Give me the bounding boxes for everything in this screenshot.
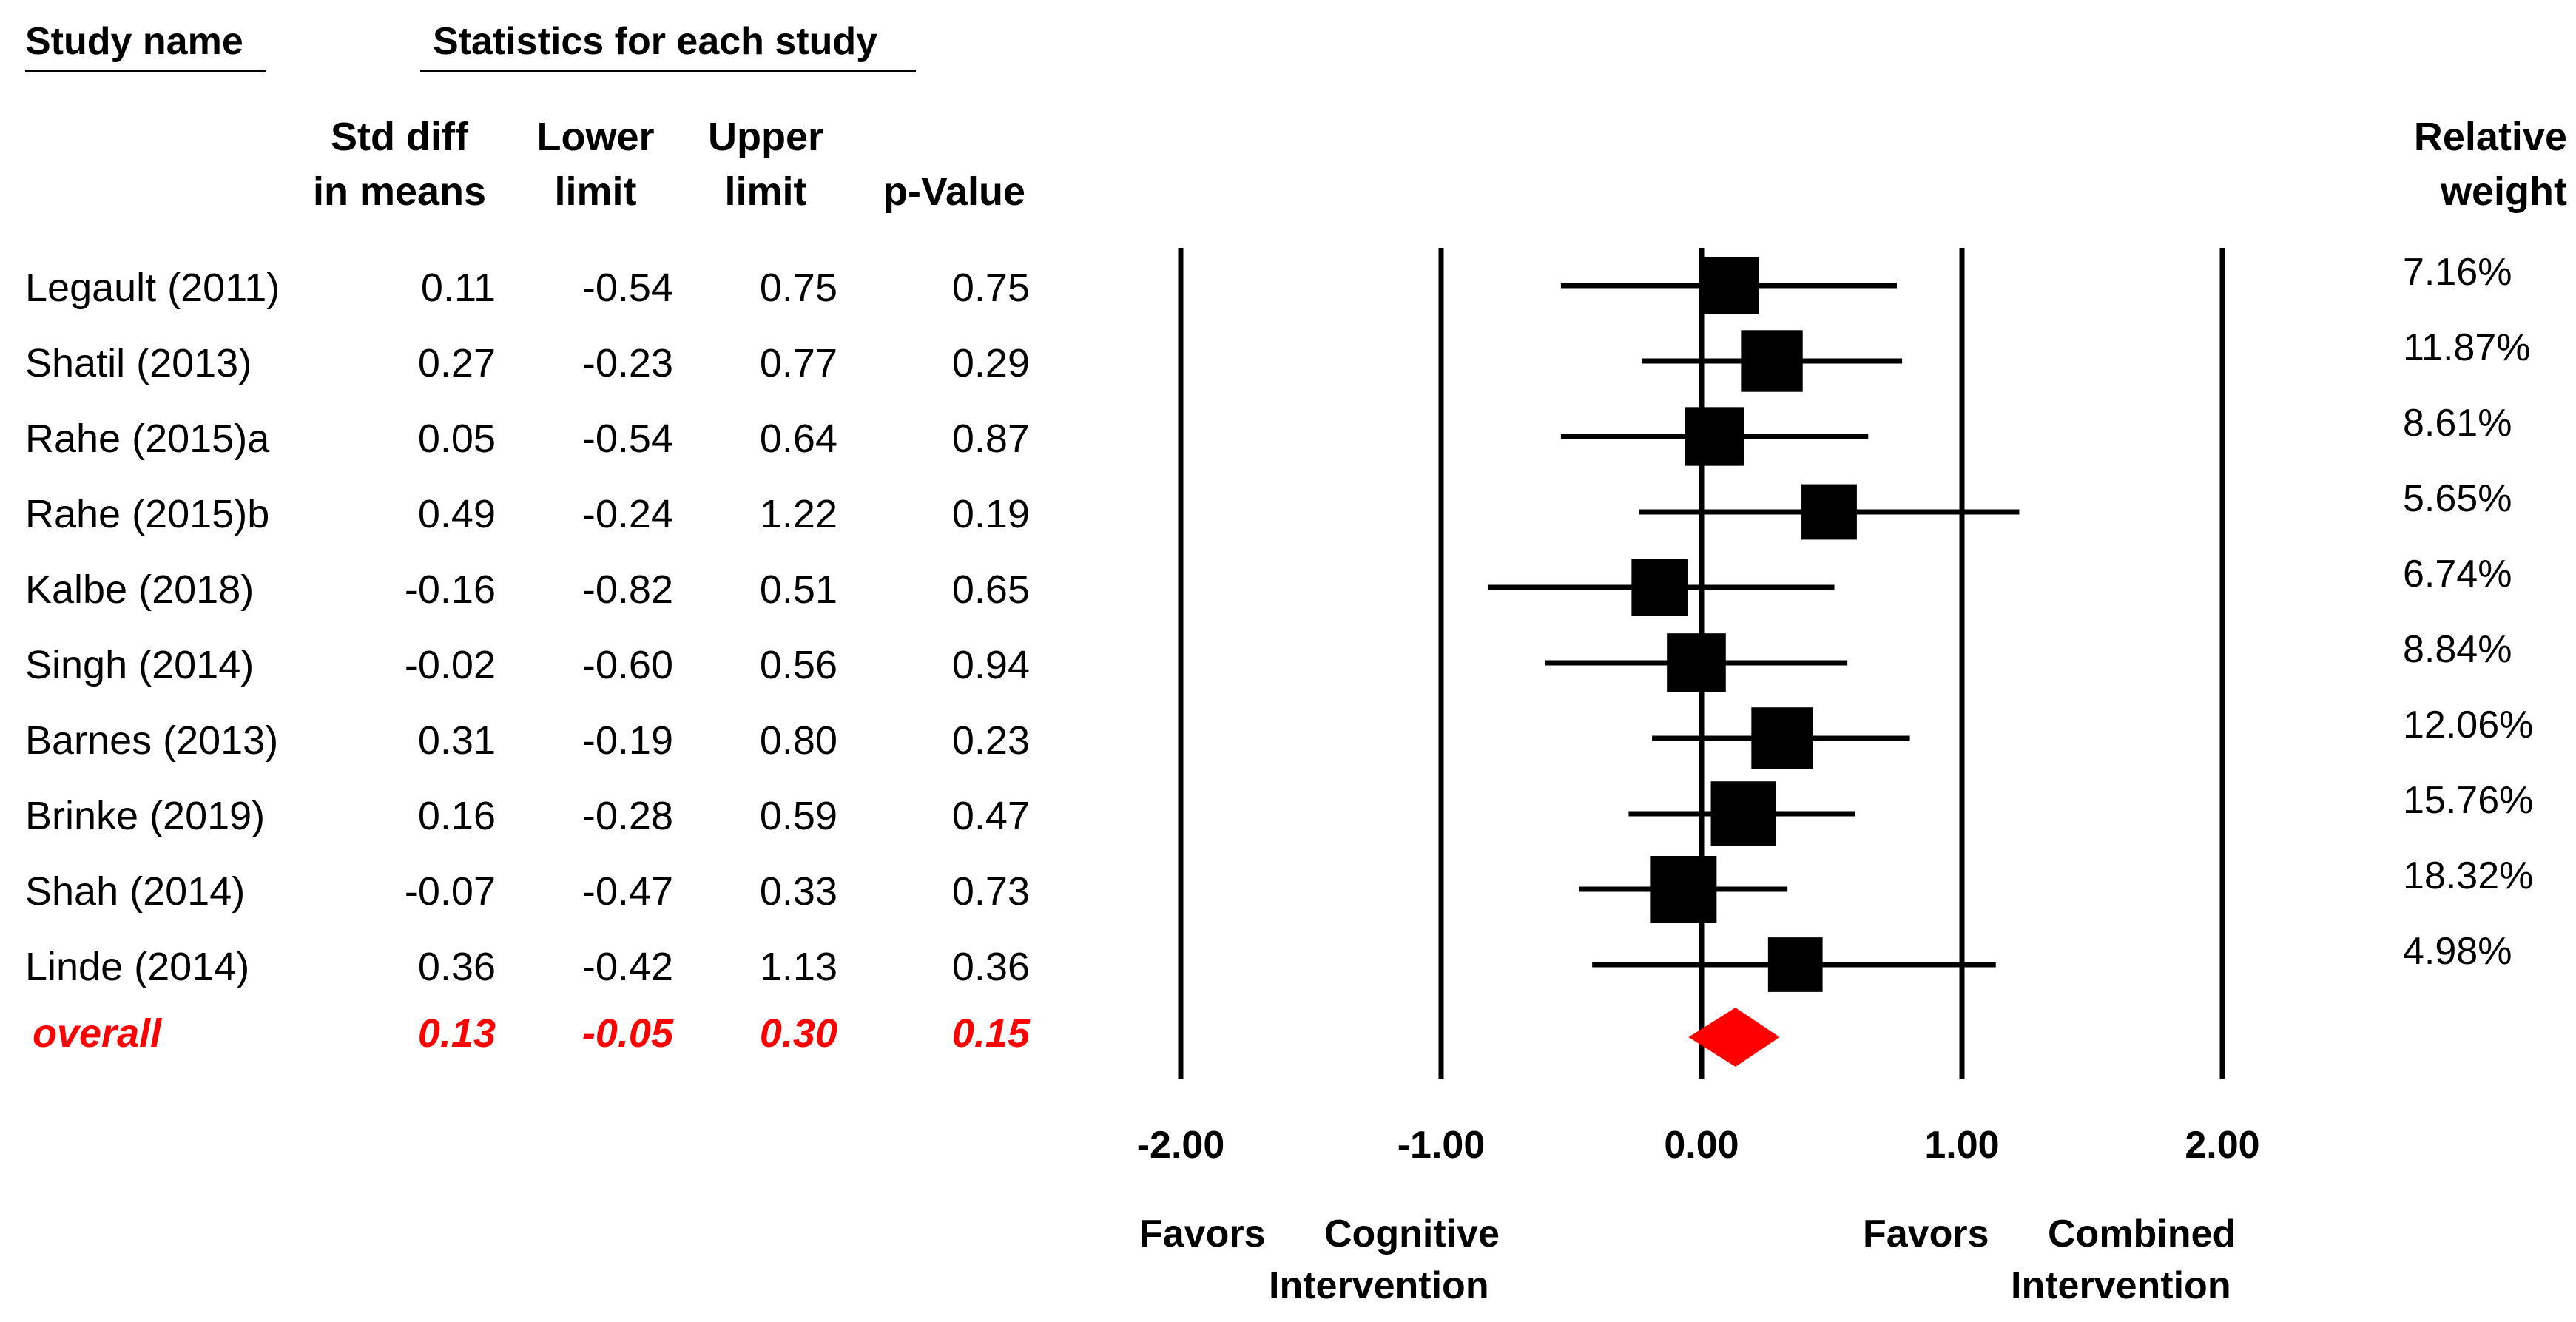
stat-p: 0.65 bbox=[951, 567, 1030, 612]
favors-left-label-1: Favors bbox=[1139, 1213, 1266, 1255]
overall-p: 0.15 bbox=[951, 1011, 1030, 1056]
stat-upper_label: 0.64 bbox=[759, 417, 837, 461]
overall-label: overall bbox=[33, 1011, 162, 1056]
stat-lower_label: -0.28 bbox=[581, 794, 673, 838]
relative-weight: 8.61% bbox=[2403, 402, 2512, 445]
favors-left-label-3: Intervention bbox=[1269, 1264, 1489, 1307]
x-tick-label: 2.00 bbox=[2185, 1124, 2260, 1167]
stat-smd_label: 0.49 bbox=[417, 492, 496, 536]
stat-p: 0.73 bbox=[951, 869, 1030, 914]
stat-upper_label: 0.33 bbox=[759, 869, 837, 914]
study-name: Rahe (2015)b bbox=[25, 492, 270, 536]
study-name: Kalbe (2018) bbox=[25, 567, 254, 612]
study-name: Rahe (2015)a bbox=[25, 417, 270, 461]
statistics-underline bbox=[420, 70, 916, 72]
study-name: Brinke (2019) bbox=[25, 794, 266, 838]
stat-lower_label: -0.23 bbox=[581, 341, 673, 385]
overall-upper_label: 0.30 bbox=[759, 1011, 837, 1056]
effect-marker bbox=[1650, 856, 1717, 923]
relative-weight: 8.84% bbox=[2403, 628, 2512, 671]
stat-lower_label: -0.24 bbox=[581, 492, 673, 536]
favors-left-label-2: Cognitive bbox=[1324, 1213, 1500, 1255]
stat-p: 0.75 bbox=[951, 266, 1030, 310]
study-name: Legault (2011) bbox=[25, 266, 280, 310]
stat-lower_label: -0.60 bbox=[581, 643, 673, 687]
lower-limit-header: Lower limit bbox=[536, 115, 655, 214]
upper-limit-header: Upper limit bbox=[707, 115, 823, 214]
stat-p: 0.87 bbox=[951, 417, 1030, 461]
effect-marker bbox=[1685, 407, 1744, 466]
effect-marker bbox=[1702, 257, 1759, 314]
stat-upper_label: 0.51 bbox=[759, 567, 837, 612]
effect-marker bbox=[1631, 559, 1688, 616]
stat-smd_label: 0.11 bbox=[420, 266, 496, 310]
stat-smd_label: 0.36 bbox=[417, 945, 496, 989]
relative-weight: 7.16% bbox=[2403, 251, 2512, 294]
stat-p: 0.47 bbox=[951, 794, 1030, 838]
overall-lower_label: -0.05 bbox=[581, 1011, 673, 1056]
stat-p: 0.36 bbox=[951, 945, 1030, 989]
study-name: Shah (2014) bbox=[25, 869, 246, 914]
stat-lower_label: -0.82 bbox=[581, 567, 673, 612]
stat-lower_label: -0.54 bbox=[581, 266, 673, 310]
stat-p: 0.29 bbox=[951, 341, 1030, 385]
effect-marker bbox=[1710, 781, 1776, 846]
stat-p: 0.23 bbox=[951, 718, 1030, 763]
study-name: Shatil (2013) bbox=[25, 341, 252, 385]
stat-upper_label: 1.13 bbox=[759, 945, 837, 989]
stat-smd_label: 0.27 bbox=[417, 341, 496, 385]
stat-p: 0.94 bbox=[951, 643, 1030, 687]
p-value-header: p-Value bbox=[883, 169, 1026, 214]
overall-smd_label: 0.13 bbox=[417, 1011, 496, 1056]
stat-smd_label: -0.07 bbox=[404, 869, 496, 914]
stat-lower_label: -0.42 bbox=[581, 945, 673, 989]
x-tick-label: 1.00 bbox=[1924, 1124, 2000, 1167]
study-name: Barnes (2013) bbox=[25, 718, 279, 763]
relative-weight: 5.65% bbox=[2403, 477, 2512, 520]
stat-smd_label: -0.02 bbox=[404, 643, 496, 687]
effect-marker bbox=[1667, 633, 1726, 692]
stat-smd_label: -0.16 bbox=[404, 567, 496, 612]
effect-marker bbox=[1751, 707, 1813, 769]
x-tick-label: 0.00 bbox=[1664, 1124, 1739, 1167]
relative-weight-header: Relative weight bbox=[2413, 115, 2567, 214]
stat-smd_label: 0.31 bbox=[417, 718, 496, 763]
stat-p: 0.19 bbox=[951, 492, 1030, 536]
study-name-underline bbox=[25, 70, 266, 72]
relative-weight: 12.06% bbox=[2403, 704, 2534, 746]
overall-diamond bbox=[1688, 1008, 1780, 1067]
effect-marker bbox=[1741, 330, 1803, 392]
favors-right-label-1: Favors bbox=[1863, 1213, 1989, 1255]
favors-right-label-3: Intervention bbox=[2011, 1264, 2231, 1307]
stat-lower_label: -0.19 bbox=[581, 718, 673, 763]
relative-weight: 4.98% bbox=[2403, 930, 2512, 973]
x-tick-label: -2.00 bbox=[1136, 1124, 1225, 1167]
relative-weight: 18.32% bbox=[2403, 854, 2534, 897]
stat-upper_label: 0.75 bbox=[759, 266, 837, 310]
relative-weight: 6.74% bbox=[2403, 553, 2512, 596]
relative-weight: 15.76% bbox=[2403, 779, 2534, 822]
stat-lower_label: -0.54 bbox=[581, 417, 673, 461]
x-tick-label: -1.00 bbox=[1397, 1124, 1486, 1167]
effect-marker bbox=[1767, 937, 1823, 992]
stat-upper_label: 0.59 bbox=[759, 794, 837, 838]
stat-upper_label: 0.56 bbox=[759, 643, 837, 687]
statistics-header: Statistics for each study bbox=[433, 20, 878, 63]
stat-upper_label: 0.77 bbox=[759, 341, 837, 385]
favors-right-label-2: Combined bbox=[2048, 1213, 2236, 1255]
study-name-header: Study name bbox=[25, 20, 243, 63]
std-diff-header: Std diff in means bbox=[312, 115, 487, 214]
study-name: Singh (2014) bbox=[25, 643, 254, 687]
stat-smd_label: 0.05 bbox=[417, 417, 496, 461]
effect-marker bbox=[1801, 484, 1857, 540]
stat-upper_label: 1.22 bbox=[759, 492, 837, 536]
stat-lower_label: -0.47 bbox=[581, 869, 673, 914]
stat-smd_label: 0.16 bbox=[417, 794, 496, 838]
study-name: Linde (2014) bbox=[25, 945, 250, 989]
stat-upper_label: 0.80 bbox=[759, 718, 837, 763]
relative-weight: 11.87% bbox=[2403, 326, 2531, 369]
